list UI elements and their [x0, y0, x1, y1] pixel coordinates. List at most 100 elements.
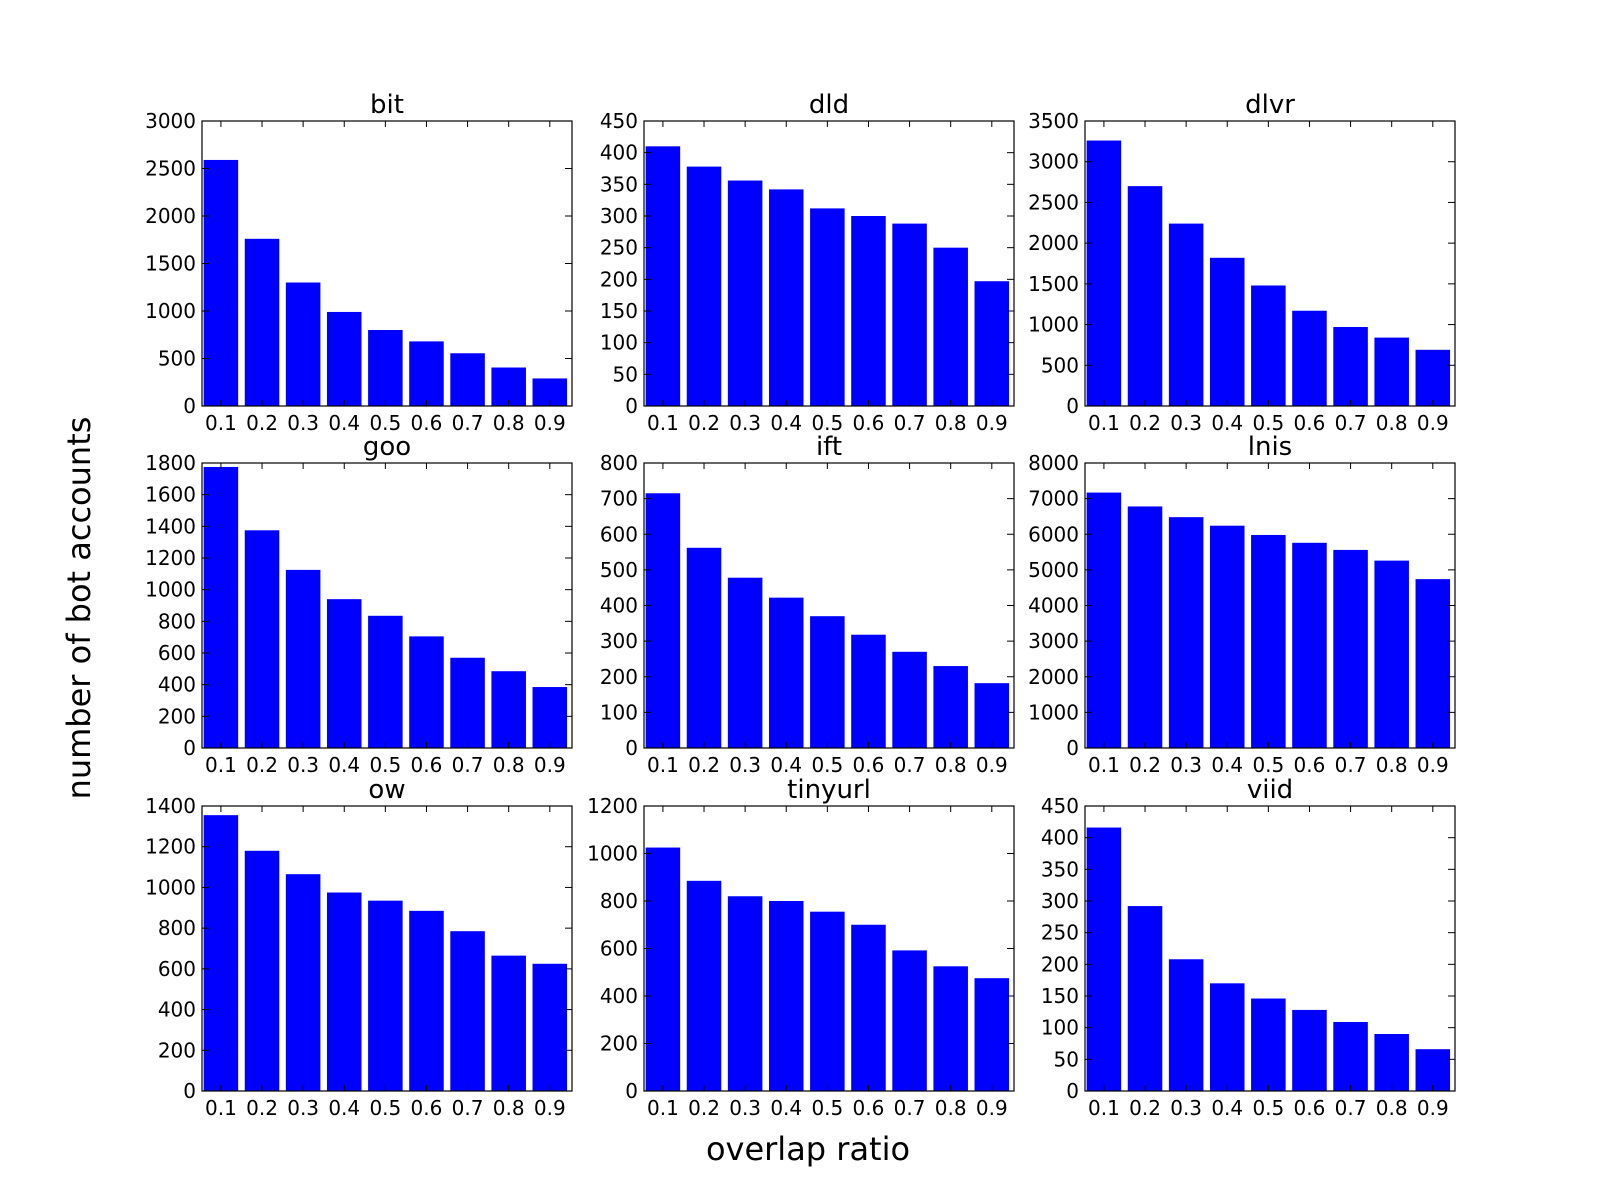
bar-ift-0.5 — [810, 616, 845, 748]
y-tick-label: 450 — [600, 109, 638, 133]
x-tick-label: 0.5 — [369, 411, 401, 435]
x-tick-label: 0.1 — [205, 1096, 237, 1120]
bar-ow-0.5 — [368, 900, 403, 1091]
bar-viid-0.6 — [1292, 1009, 1327, 1091]
y-tick-label: 3000 — [1028, 150, 1079, 174]
bar-ift-0.8 — [933, 666, 968, 748]
y-tick-label: 150 — [1041, 984, 1079, 1008]
x-tick-label: 0.3 — [1170, 411, 1202, 435]
bar-ow-0.4 — [326, 892, 362, 1091]
panel-title: dlvr — [1245, 90, 1295, 120]
x-tick-label: 0.4 — [770, 1096, 802, 1120]
y-tick-label: 800 — [158, 916, 196, 940]
panel-title: goo — [363, 432, 411, 462]
x-tick-label: 0.8 — [935, 753, 967, 777]
panel-dlvr: dlvr 0 500 1000 1500 2000 2500 3000 3500 0.1 0.2 0.… — [1028, 90, 1456, 435]
x-tick-label: 0.1 — [1088, 753, 1120, 777]
bar-ow-0.1 — [203, 815, 239, 1091]
bar-ift-0.9 — [974, 683, 1010, 748]
y-tick-label: 2000 — [145, 204, 196, 228]
bar-lnis-0.6 — [1292, 542, 1327, 748]
plot-frame — [1084, 805, 1456, 1092]
bar-dld-0.5 — [810, 208, 845, 406]
x-tick-label: 0.9 — [1417, 1096, 1449, 1120]
y-tick-label: 200 — [158, 704, 196, 728]
y-tick-label: 400 — [600, 984, 638, 1008]
y-tick-label: 600 — [600, 937, 638, 961]
panel-lnis: lnis 0 1000 2000 3000 4000 5000 6000 7000 8000 0.1… — [1028, 432, 1456, 777]
x-tick-label: 0.8 — [493, 411, 525, 435]
y-tick-label: 0 — [183, 1079, 196, 1103]
x-tick-label: 0.5 — [369, 753, 401, 777]
bar-bit-0.6 — [409, 341, 444, 406]
y-tick-label: 300 — [600, 204, 638, 228]
y-tick-label: 150 — [600, 299, 638, 323]
bar-tinyurl-0.1 — [645, 847, 681, 1091]
x-tick-label: 0.5 — [811, 411, 843, 435]
bar-viid-0.8 — [1374, 1034, 1409, 1091]
bar-viid-0.1 — [1086, 827, 1122, 1091]
bar-lnis-0.8 — [1374, 560, 1409, 748]
x-tick-label: 0.8 — [935, 411, 967, 435]
bar-bit-0.2 — [244, 238, 280, 406]
x-tick-label: 0.8 — [493, 753, 525, 777]
bar-goo-0.5 — [368, 615, 403, 748]
y-tick-label: 200 — [158, 1038, 196, 1062]
y-tick-label: 50 — [1054, 1047, 1079, 1071]
y-tick-label: 1500 — [1028, 272, 1079, 296]
x-tick-label: 0.6 — [411, 411, 443, 435]
x-tick-label: 0.9 — [976, 411, 1008, 435]
bar-goo-0.3 — [285, 569, 321, 749]
x-tick-label: 0.3 — [1170, 753, 1202, 777]
y-tick-label: 7000 — [1028, 487, 1079, 511]
x-tick-label: 0.7 — [452, 1096, 484, 1120]
plot-frame — [201, 462, 573, 749]
bar-tinyurl-0.9 — [974, 978, 1010, 1091]
x-tick-label: 0.6 — [411, 1096, 443, 1120]
bar-viid-0.7 — [1333, 1021, 1368, 1091]
y-tick-label: 800 — [600, 451, 638, 475]
bar-lnis-0.5 — [1251, 534, 1286, 748]
bar-viid-0.5 — [1251, 998, 1286, 1091]
x-tick-label: 0.5 — [369, 1096, 401, 1120]
panel-viid: viid 0 50 100 150 200 250 300 350 400 450 0.1 0.2 0.3… — [1041, 775, 1456, 1120]
x-tick-label: 0.8 — [1376, 1096, 1408, 1120]
y-tick-label: 1200 — [587, 794, 638, 818]
x-tick-label: 0.3 — [729, 411, 761, 435]
x-tick-label: 0.7 — [1335, 753, 1367, 777]
bar-dld-0.7 — [892, 223, 927, 406]
y-tick-label: 0 — [183, 394, 196, 418]
bar-bit-0.8 — [491, 367, 526, 406]
x-tick-label: 0.4 — [328, 411, 360, 435]
x-tick-label: 0.5 — [811, 753, 843, 777]
x-tick-label: 0.4 — [1211, 753, 1243, 777]
x-tick-label: 0.2 — [688, 753, 720, 777]
x-tick-label: 0.2 — [1129, 411, 1161, 435]
panel-title: bit — [370, 90, 404, 120]
y-tick-label: 400 — [1041, 826, 1079, 850]
x-tick-label: 0.3 — [729, 1096, 761, 1120]
x-tick-label: 0.4 — [770, 411, 802, 435]
bar-dlvr-0.8 — [1374, 337, 1409, 406]
bar-ift-0.6 — [851, 634, 886, 748]
bar-goo-0.9 — [532, 687, 568, 748]
bar-bit-0.3 — [285, 282, 321, 406]
x-tick-label: 0.9 — [1417, 411, 1449, 435]
bar-tinyurl-0.8 — [933, 966, 968, 1091]
y-tick-label: 50 — [613, 362, 638, 386]
panel-title: tinyurl — [787, 775, 871, 805]
bar-ow-0.3 — [285, 874, 321, 1091]
x-tick-label: 0.3 — [1170, 1096, 1202, 1120]
x-tick-label: 0.4 — [1211, 1096, 1243, 1120]
x-tick-label: 0.9 — [534, 1096, 566, 1120]
y-tick-label: 1200 — [145, 546, 196, 570]
x-tick-label: 0.1 — [647, 753, 679, 777]
y-tick-label: 1600 — [145, 483, 196, 507]
bar-dld-0.8 — [933, 247, 968, 406]
bar-viid-0.2 — [1127, 906, 1163, 1091]
y-tick-label: 1400 — [145, 514, 196, 538]
x-tick-label: 0.7 — [894, 411, 926, 435]
x-tick-label: 0.1 — [205, 753, 237, 777]
x-tick-label: 0.2 — [1129, 1096, 1161, 1120]
